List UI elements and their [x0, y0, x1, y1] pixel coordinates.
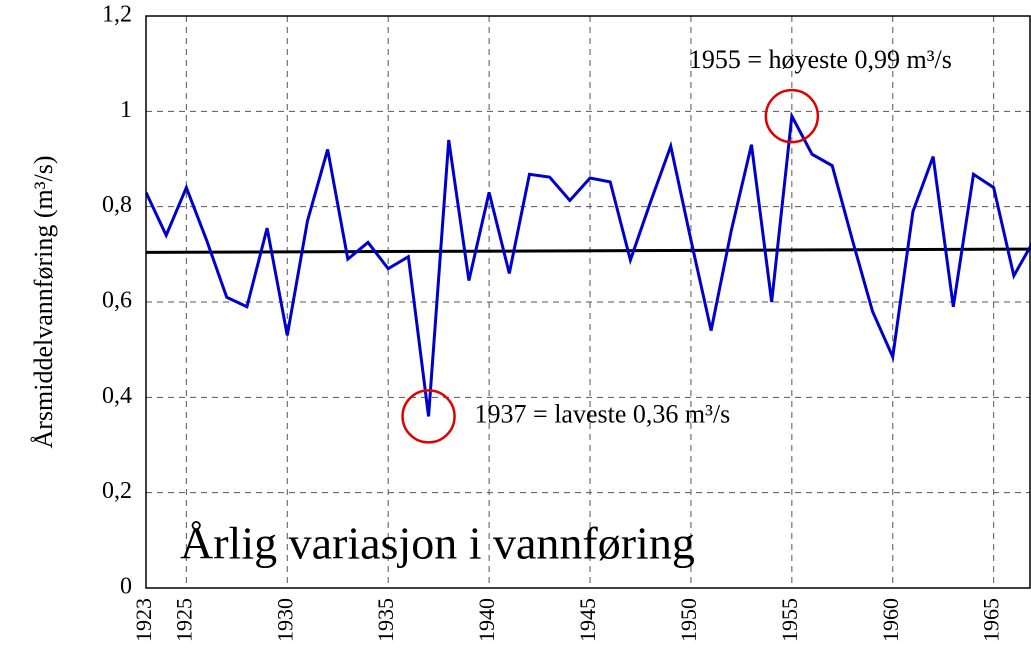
- y-tick-label: 0,4: [102, 383, 132, 409]
- chart-title: Årlig variasjon i vannføring: [180, 518, 695, 569]
- plot-border: [145, 15, 1031, 589]
- x-tick-label: 1950: [676, 598, 701, 642]
- annotation-text: 1955 = høyeste 0,99 m³/s: [689, 45, 952, 74]
- y-tick-label: 0,2: [102, 478, 132, 504]
- y-tick-label: 1: [120, 97, 132, 123]
- x-tick-label: 1925: [171, 598, 196, 642]
- x-tick-label: 1945: [575, 598, 600, 642]
- trend-line: [146, 247, 1031, 254]
- lines: [146, 111, 1031, 417]
- y-tick-label: 0,6: [102, 288, 132, 314]
- x-tick-label: 1960: [878, 598, 903, 642]
- y-axis-label: Årsmiddelvannføring (m³/s): [29, 155, 58, 448]
- y-tick-label: 1,2: [102, 2, 132, 28]
- data-line: [146, 111, 1031, 417]
- x-tick-label: 1923: [131, 598, 156, 642]
- x-tick-label: 1940: [474, 598, 499, 642]
- x-tick-label: 1930: [272, 598, 297, 642]
- annotation-text: 1937 = laveste 0,36 m³/s: [475, 399, 731, 428]
- x-tick-label: 1955: [777, 598, 802, 642]
- annotation-circle: [401, 389, 456, 444]
- annotation-circle: [764, 88, 820, 144]
- y-tick-label: 0: [120, 574, 132, 600]
- x-tick-label: 1965: [979, 598, 1004, 642]
- labels: 0 0,2 0,4 0,6 0,8 1 1,2 1923 1925 1930 1935 1940 194…: [102, 2, 1004, 643]
- y-tick-label: 0,8: [102, 192, 132, 218]
- x-tick-label: 1935: [373, 598, 398, 642]
